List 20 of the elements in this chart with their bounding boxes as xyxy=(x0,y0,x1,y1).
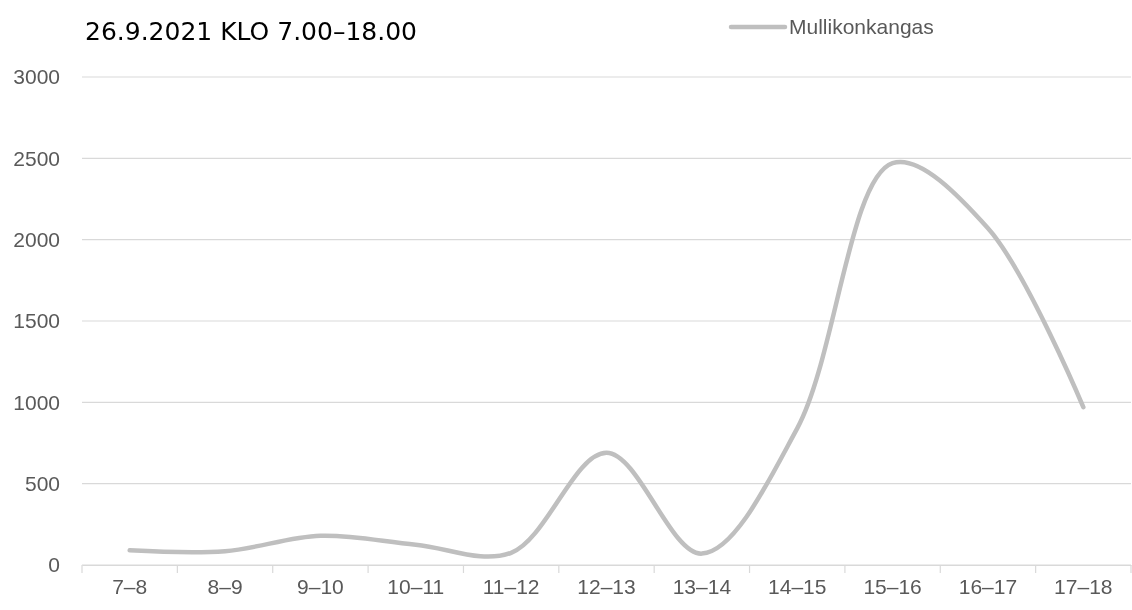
x-tick-label: 16–17 xyxy=(958,574,1018,598)
legend-label: Mullikonkangas xyxy=(789,15,934,38)
x-tick-label: 15–16 xyxy=(863,574,922,598)
y-tick-label: 1000 xyxy=(13,390,60,414)
y-tick-label: 500 xyxy=(24,471,60,495)
chart-title: 26.9.2021 KLO 7.00–18.00 xyxy=(85,17,417,46)
y-tick-label: 1500 xyxy=(13,309,60,333)
x-tick-label: 9–10 xyxy=(297,574,344,598)
y-tick-label: 3000 xyxy=(13,65,60,89)
x-tick-label: 12–13 xyxy=(577,574,636,598)
y-tick-label: 2000 xyxy=(13,227,60,251)
x-tick-label: 14–15 xyxy=(768,574,827,598)
x-tick-label: 8–9 xyxy=(207,574,243,598)
x-tick-label: 7–8 xyxy=(112,574,148,598)
x-tick-label: 11–12 xyxy=(482,574,540,598)
y-tick-label: 2500 xyxy=(13,146,60,170)
y-tick-label: 0 xyxy=(48,553,60,577)
x-tick-label: 10–11 xyxy=(387,574,445,598)
x-tick-label: 17–18 xyxy=(1054,574,1113,598)
x-tick-label: 13–14 xyxy=(672,574,732,598)
